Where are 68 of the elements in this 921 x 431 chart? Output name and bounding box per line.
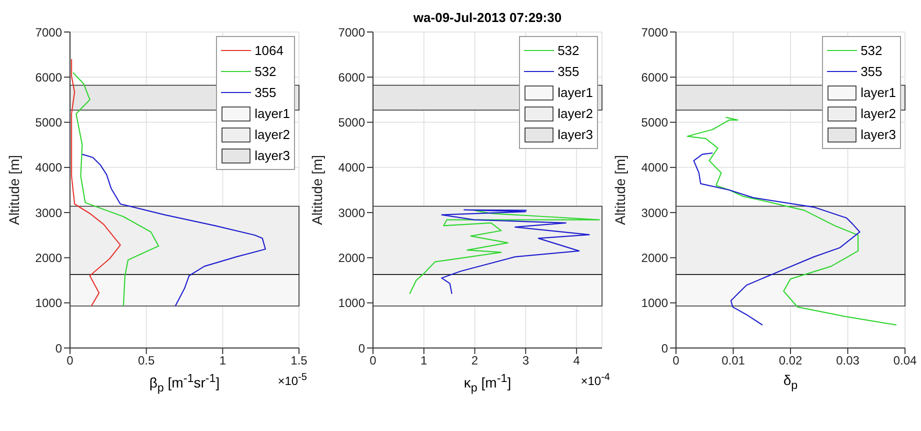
legend-label: 532 — [254, 63, 276, 81]
y-tick-label: 0 — [55, 341, 62, 356]
x-tick-label: 1 — [219, 354, 226, 368]
text: ×10$^{-4}$ — [580, 372, 610, 388]
legend-label: 532 — [558, 42, 580, 60]
legend-label: 355 — [558, 63, 580, 81]
text: ×10$^{-5}$ — [278, 372, 307, 388]
y-tick-label: 2000 — [35, 250, 62, 265]
y-tick-label: 6000 — [35, 70, 62, 84]
y-tick-label: 2000 — [338, 250, 366, 265]
y-tick-label: 4000 — [35, 160, 62, 175]
y-tick-label: 7000 — [641, 25, 668, 40]
y-tick-label: 7000 — [35, 25, 62, 40]
legend-label: layer1 — [254, 105, 290, 123]
y-tick-label: 5000 — [35, 116, 62, 130]
x-tick-label: 0.01 — [722, 354, 746, 368]
y-tick-label: 5000 — [641, 116, 668, 130]
legend-label: 355 — [860, 63, 882, 81]
legend-label: layer3 — [254, 147, 290, 165]
y-axis-title: Altitude [m] — [6, 154, 22, 226]
line-series — [72, 72, 160, 307]
legend-label: layer1 — [860, 84, 896, 102]
legend-label: layer1 — [558, 84, 593, 102]
x-axis-title: κ$_{p}$ [m$^{-1}$] — [464, 372, 512, 394]
x-axis-title: β$_{p}$ [m$^{-1}$sr$^{-1}$] — [149, 372, 220, 394]
y-tick-label: 0 — [661, 341, 668, 356]
y-tick-label: 4000 — [338, 160, 366, 175]
legend-label: layer3 — [860, 126, 896, 144]
y-axis-title: Altitude [m] — [308, 154, 325, 226]
line-series — [441, 209, 590, 294]
y-tick-label: 3000 — [641, 206, 668, 220]
legend-label: 355 — [254, 84, 276, 102]
y-tick-label: 7000 — [338, 25, 366, 40]
x-tick-label: 1.5 — [290, 354, 308, 368]
y-tick-label: 3000 — [35, 206, 62, 220]
y-tick-label: 5000 — [338, 116, 366, 130]
x-tick-label: 0.03 — [836, 354, 860, 368]
y-tick-label: 1000 — [35, 296, 62, 310]
x-tick-label: 0 — [672, 354, 680, 368]
y-tick-label: 6000 — [641, 70, 668, 84]
y-tick-label: 0 — [358, 341, 366, 356]
y-tick-label: 3000 — [338, 206, 366, 220]
legend-label: layer3 — [558, 126, 593, 144]
x-axis-title: δ$_{p}$ — [782, 372, 799, 392]
x-tick-label: 0.02 — [778, 354, 802, 368]
legend-label: 532 — [860, 42, 882, 60]
line-series — [70, 58, 121, 307]
line-series — [693, 152, 860, 326]
x-tick-label: 0 — [66, 354, 74, 368]
y-axis-title: Altitude [m] — [612, 154, 628, 226]
x-tick-label: 3 — [522, 354, 530, 368]
y-tick-label: 4000 — [641, 160, 668, 175]
y-tick-label: 1000 — [641, 296, 668, 310]
legend-label: layer2 — [558, 105, 593, 123]
x-tick-label: 0.04 — [893, 354, 917, 368]
x-tick-label: 4 — [573, 354, 580, 368]
chart-title: wa-09-Jul-2013 07:29:30 — [412, 10, 563, 25]
y-tick-label: 1000 — [338, 296, 366, 310]
legend-label: 1064 — [254, 42, 284, 60]
x-tick-label: 1 — [420, 354, 428, 368]
line-series — [409, 210, 600, 294]
y-tick-label: 6000 — [338, 70, 366, 84]
x-tick-label: 0 — [370, 354, 377, 368]
x-tick-label: 0.5 — [138, 354, 155, 368]
legend-label: layer2 — [860, 105, 896, 123]
y-tick-label: 2000 — [641, 250, 668, 265]
x-tick-label: 2 — [471, 354, 478, 368]
legend-label: layer2 — [254, 126, 290, 144]
